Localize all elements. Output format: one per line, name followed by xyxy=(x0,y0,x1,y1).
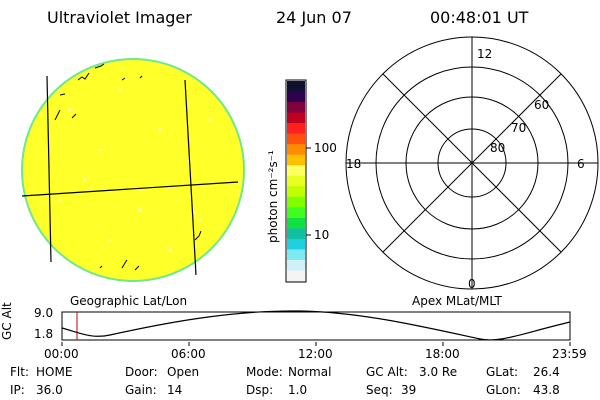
globe-disk xyxy=(21,58,245,282)
colorbar-band xyxy=(287,175,305,187)
status-dsp-label: Dsp: xyxy=(246,383,274,397)
colorbar-band xyxy=(287,238,305,251)
colorbar-band xyxy=(287,249,305,261)
xtick-1800: 18:00 xyxy=(425,347,460,361)
status-ip-label: IP: xyxy=(10,383,25,397)
colorbar xyxy=(285,79,311,283)
colorbar-band xyxy=(287,186,305,198)
status-mode-value: Normal xyxy=(288,365,332,379)
status-door-value: Open xyxy=(167,365,200,379)
status-glon-label: GLon: xyxy=(486,383,521,397)
status-gcalt-label: GC Alt: xyxy=(366,365,408,379)
altitude-ytick-high: 9.0 xyxy=(34,306,54,320)
colorbar-tick-label-100: 100 xyxy=(314,141,337,155)
colorbar-band xyxy=(287,102,305,114)
status-gain-label: Gain: xyxy=(125,383,157,397)
polar-panel-label: Apex MLat/MLT xyxy=(412,294,502,308)
status-seq-value: 39 xyxy=(401,383,417,397)
globe-speckle xyxy=(58,88,212,252)
app-title: Ultraviolet Imager xyxy=(47,8,192,27)
status-door-label: Door: xyxy=(125,365,158,379)
colorbar-frame xyxy=(285,79,307,283)
altitude-curve xyxy=(61,310,571,341)
globe-coastlines xyxy=(54,63,202,271)
mlt-label-0: 0 xyxy=(468,277,476,291)
status-ip-value: 36.0 xyxy=(36,383,63,397)
xtick-0600: 06:00 xyxy=(171,347,206,361)
colorbar-band xyxy=(287,123,305,135)
colorbar-band xyxy=(287,154,305,166)
mlt-label-6: 6 xyxy=(577,157,585,171)
status-gcalt-value: 3.0 Re xyxy=(419,365,458,379)
colorbar-tick-label-10: 10 xyxy=(314,228,330,242)
colorbar-band xyxy=(287,217,305,229)
status-seq-label: Seq: xyxy=(366,383,393,397)
status-flt-label: Flt: xyxy=(10,365,29,379)
status-glat-label: GLat: xyxy=(486,365,519,379)
colorbar-band xyxy=(287,91,305,103)
polar-diagonal-2 xyxy=(382,73,562,253)
colorbar-band xyxy=(287,259,305,272)
status-mode-label: Mode: xyxy=(246,365,283,379)
date-label: 24 Jun 07 xyxy=(276,8,352,27)
colorbar-band xyxy=(287,144,305,156)
time-label: 00:48:01 UT xyxy=(430,8,529,27)
xtick-2359: 23:59 xyxy=(552,347,587,361)
colorbar-band xyxy=(287,165,305,177)
status-glat-value: 26.4 xyxy=(533,365,560,379)
colorbar-band xyxy=(287,207,305,219)
status-gain-value: 14 xyxy=(167,383,183,397)
lat-label-60: 60 xyxy=(534,98,550,112)
colorbar-band xyxy=(287,228,305,240)
lat-label-70: 70 xyxy=(511,121,527,135)
colorbar-band xyxy=(287,112,305,124)
altitude-ylabel: GC Alt xyxy=(0,302,14,340)
globe-image xyxy=(21,58,245,282)
mlt-label-18: 18 xyxy=(346,157,362,171)
mlt-label-12: 12 xyxy=(477,47,493,61)
altitude-plot-frame xyxy=(61,311,571,341)
xtick-1200: 12:00 xyxy=(298,347,333,361)
polar-plot xyxy=(345,36,599,290)
globe-panel-label: Geographic Lat/Lon xyxy=(70,294,188,308)
colorbar-unit-label: photon cm⁻²s⁻¹ xyxy=(266,150,280,243)
status-flt-value: HOME xyxy=(36,365,73,379)
altitude-plot xyxy=(61,310,571,346)
colorbar-band xyxy=(287,81,305,93)
altitude-ytick-low: 1.8 xyxy=(34,327,54,341)
status-glon-value: 43.8 xyxy=(533,383,560,397)
status-dsp-value: 1.0 xyxy=(288,383,308,397)
globe-grid-lines xyxy=(21,75,239,276)
colorbar-band xyxy=(287,133,305,145)
lat-label-80: 80 xyxy=(490,141,506,155)
colorbar-band xyxy=(287,196,305,208)
xtick-0000: 00:00 xyxy=(44,347,79,361)
colorbar-band xyxy=(287,270,305,282)
